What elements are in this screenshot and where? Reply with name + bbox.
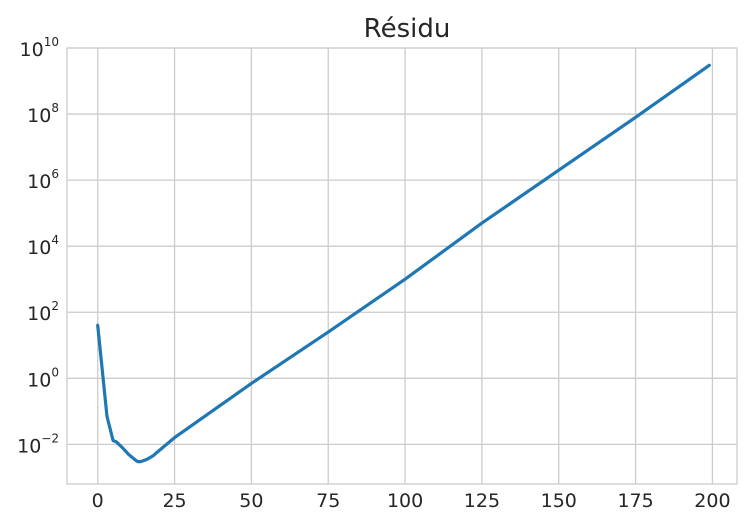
y-tick-label: 108 xyxy=(27,101,59,127)
x-tick-label: 50 xyxy=(239,490,263,512)
y-tick-base: 10 xyxy=(27,171,51,193)
chart-title: Résidu xyxy=(364,14,451,44)
y-tick-exponent: 8 xyxy=(51,101,59,115)
y-tick-label: 104 xyxy=(27,233,59,259)
y-tick-label: 102 xyxy=(27,299,59,325)
x-tick-label: 100 xyxy=(387,490,423,512)
x-tick-label: 150 xyxy=(541,490,577,512)
y-tick-exponent: 10 xyxy=(44,35,59,49)
x-tick-label: 125 xyxy=(464,490,500,512)
y-tick-exponent: −2 xyxy=(41,431,59,445)
x-tick-label: 75 xyxy=(316,490,340,512)
y-tick-base: 10 xyxy=(27,303,51,325)
y-tick-label: 100 xyxy=(27,365,59,391)
x-tick-label: 25 xyxy=(162,490,186,512)
y-tick-base: 10 xyxy=(20,39,44,61)
y-tick-exponent: 0 xyxy=(51,365,59,379)
series-line xyxy=(96,63,711,464)
x-tick-label: 0 xyxy=(92,490,104,512)
y-tick-label: 1010 xyxy=(20,35,59,61)
y-tick-base: 10 xyxy=(17,435,41,457)
y-tick-base: 10 xyxy=(27,369,51,391)
y-tick-exponent: 2 xyxy=(51,299,59,313)
y-tick-base: 10 xyxy=(27,237,51,259)
x-tick-label: 175 xyxy=(617,490,653,512)
y-tick-label: 106 xyxy=(27,167,59,193)
y-tick-exponent: 6 xyxy=(51,167,59,181)
x-axis-ticks: 0 25 50 75 100 125 150 175 200 xyxy=(92,490,731,512)
y-tick-exponent: 4 xyxy=(51,233,59,247)
series-layer xyxy=(96,63,711,464)
grid-lines xyxy=(67,47,737,484)
y-tick-label: 10−2 xyxy=(17,431,59,457)
x-tick-label: 200 xyxy=(694,490,730,512)
y-tick-base: 10 xyxy=(27,105,51,127)
plot-frame xyxy=(66,47,738,485)
